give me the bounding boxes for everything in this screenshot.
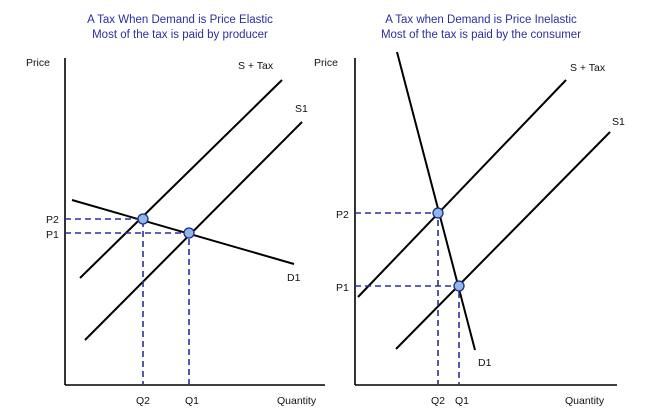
inelastic-panel-title-line2: Most of the tax is paid by the consumer: [381, 29, 581, 41]
elastic-p1-q1-guide: [65, 232, 190, 385]
inelastic-post-tax-equilibrium-point: [432, 207, 444, 219]
inelastic-demand-curve: [396, 51, 476, 351]
inelastic-supply-plus-tax-label: S + Tax: [570, 62, 606, 74]
elastic-demand-curve: [71, 199, 295, 265]
elastic-x-axis-label: Quantity: [277, 395, 317, 407]
elastic-post-tax-equilibrium-point: [137, 213, 149, 225]
inelastic-panel-title-line1: A Tax when Demand is Price Inelastic: [385, 14, 577, 26]
inelastic-pre-tax-equilibrium-point: [453, 280, 465, 292]
inelastic-demand-label: D1: [478, 357, 492, 369]
inelastic-q2-label: Q2: [431, 395, 445, 407]
inelastic-p2-q2-guide: [355, 212, 439, 385]
elastic-p1-label: P1: [46, 229, 59, 241]
elastic-y-axis-label: Price: [26, 57, 50, 69]
inelastic-demand-panel: A Tax when Demand is Price Inelastic Mos…: [314, 14, 625, 407]
elastic-demand-panel: A Tax When Demand is Price Elastic Most …: [26, 14, 325, 407]
elastic-p2-q2-guide: [65, 218, 144, 385]
elastic-supply-plus-tax-curve: [79, 79, 283, 279]
elastic-panel-title-line2: Most of the tax is paid by producer: [92, 29, 268, 41]
elastic-q2-label: Q2: [136, 395, 150, 407]
elastic-pre-tax-equilibrium-point: [183, 227, 195, 239]
inelastic-p1-label: P1: [336, 282, 349, 294]
elastic-demand-label: D1: [287, 272, 301, 284]
inelastic-p2-label: P2: [336, 209, 349, 221]
elastic-panel-title-line1: A Tax When Demand is Price Elastic: [87, 14, 273, 26]
elastic-p2-label: P2: [46, 214, 59, 226]
inelastic-supply-plus-tax-curve: [357, 79, 567, 298]
inelastic-supply-label: S1: [612, 116, 625, 128]
inelastic-y-axis-label: Price: [314, 57, 338, 69]
elastic-supply-label: S1: [295, 103, 308, 115]
elastic-supply-plus-tax-label: S + Tax: [238, 60, 274, 72]
inelastic-x-axis-label: Quantity: [565, 395, 605, 407]
inelastic-q1-label: Q1: [455, 395, 469, 407]
inelastic-supply-curve: [395, 131, 611, 350]
elastic-q1-label: Q1: [185, 395, 199, 407]
